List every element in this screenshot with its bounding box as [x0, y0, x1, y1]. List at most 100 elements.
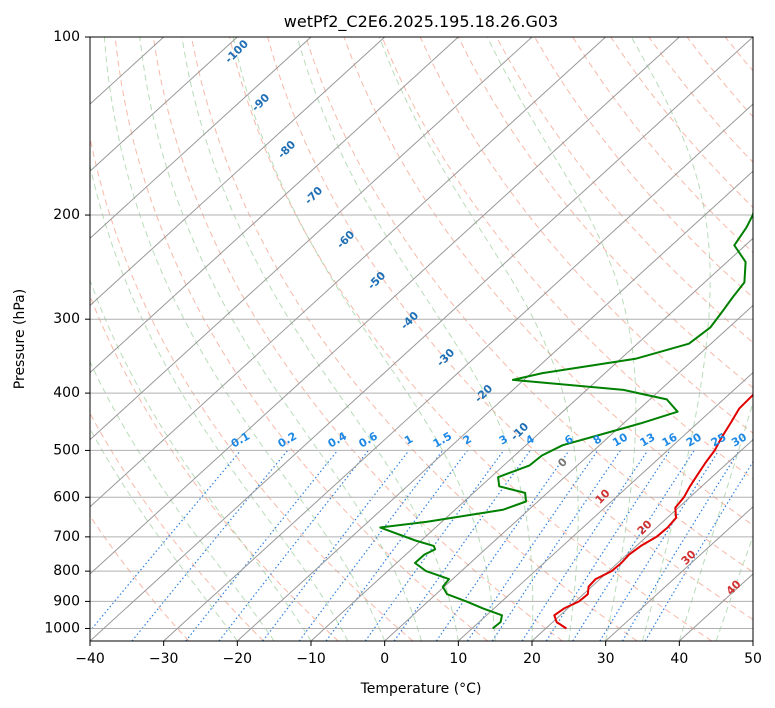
x-tick-label: 10: [449, 651, 467, 667]
mixing-ratio-label: 0.2: [276, 429, 299, 450]
x-tick-label: 20: [523, 651, 541, 667]
dry-adiabat-line: [90, 514, 190, 641]
mixing-ratio-label: 13: [638, 431, 658, 450]
isotherm-line: [90, 37, 312, 240]
isotherm-label: -100: [222, 37, 251, 66]
y-tick-label: 400: [53, 385, 80, 401]
isotherm-label: -70: [302, 184, 325, 207]
dry-adiabat-line: [267, 37, 753, 621]
mixing-ratio-label: 16: [660, 430, 680, 449]
mixing-ratio-line: [621, 450, 740, 641]
y-tick-label: 100: [53, 29, 80, 45]
isotherm-line: [752, 640, 753, 641]
isotherm-label: -30: [434, 346, 457, 369]
dry-adiabat-line: [419, 37, 753, 434]
temperature-line: [553, 393, 753, 630]
plot-frame: [89, 36, 754, 642]
x-tick-label: −40: [75, 651, 105, 667]
moist-adiabat-line: [296, 37, 534, 641]
dry-adiabat-line: [152, 37, 563, 641]
mixing-ratio-line: [90, 450, 242, 633]
mixing-ratio-label: 36: [750, 430, 770, 449]
moist-adiabat-line: [90, 360, 275, 641]
mixing-ratio-label: 1.5: [431, 429, 454, 450]
moist-adiabat-line: [378, 37, 579, 641]
mixing-ratio-line: [298, 450, 444, 641]
moist-adiabat-line: [90, 427, 238, 641]
mixing-ratio-label: 2: [461, 432, 474, 447]
isotherm-label: -80: [275, 138, 298, 161]
mixing-ratio-line: [644, 460, 753, 641]
x-tick-label: −10: [296, 651, 326, 667]
dry-adiabat-line: [305, 37, 753, 573]
isotherm-line: [605, 506, 753, 641]
isotherm-line: [531, 438, 753, 641]
y-tick-label: 1000: [44, 620, 80, 636]
line-labels: -100-90-80-70-60-50-40-30-20-10010203040…: [222, 37, 770, 598]
dry-adiabat-line: [457, 37, 753, 389]
y-tick-label: 500: [53, 442, 80, 458]
mixing-ratio-line: [467, 450, 599, 641]
moist-adiabat-line: [139, 37, 422, 641]
dry-adiabat-label: 40: [724, 577, 744, 597]
mixing-ratio-line: [131, 450, 289, 641]
isotherm-label: 0: [555, 455, 570, 470]
isotherm-line: [90, 37, 386, 307]
y-tick-label: 300: [53, 311, 80, 327]
mixing-ratio-line: [545, 450, 671, 641]
dry-adiabat-label: 30: [679, 547, 699, 567]
dry-adiabat-line: [114, 37, 488, 641]
moist-adiabat-line: [678, 400, 753, 641]
isotherm-label: -50: [365, 269, 388, 292]
mixing-ratio-line: [599, 450, 720, 641]
y-tick-label: 800: [53, 563, 80, 579]
moist-adiabat-line: [103, 37, 386, 641]
isotherm-line: [457, 371, 753, 641]
pressure-gridlines: [90, 37, 753, 629]
moist-adiabat-line: [630, 37, 711, 641]
isotherm-label: -20: [472, 382, 495, 405]
x-axis: −40 −30 −20 −10 0 10 20 30 40 50: [75, 641, 762, 667]
x-tick-label: −30: [149, 651, 179, 667]
moist-adiabat-line: [486, 37, 637, 641]
mixing-ratio-line: [325, 450, 468, 641]
moist-adiabat-line: [90, 163, 349, 641]
dry-adiabat-line: [90, 294, 339, 641]
dry-adiabat-line: [90, 412, 264, 641]
x-tick-label: 0: [380, 651, 389, 667]
x-tick-label: 30: [597, 651, 615, 667]
y-axis: 1000 900 800 700 600 500 400 300 200 100: [44, 29, 90, 636]
moist-adiabat-line: [90, 279, 312, 641]
isotherm-line: [90, 37, 607, 508]
mixing-ratio-line: [435, 450, 570, 641]
mixing-ratio-label: 25: [709, 431, 729, 450]
mixing-ratio-line: [572, 450, 695, 641]
isotherm-line: [384, 304, 753, 641]
plot-area: -100-90-80-70-60-50-40-30-20-10010203040…: [90, 37, 775, 641]
dry-adiabat-line: [763, 37, 775, 641]
isotherm-line: [163, 103, 753, 641]
x-tick-label: −20: [223, 651, 253, 667]
isotherm-label: -40: [398, 309, 421, 332]
dry-adiabat-line: [343, 37, 753, 526]
mixing-ratio-line: [185, 450, 339, 641]
isotherms: [90, 37, 753, 641]
mixing-ratio-label: 30: [729, 430, 749, 449]
y-tick-label: 700: [53, 529, 80, 545]
dry-adiabat-line: [724, 37, 753, 72]
mixing-ratio-line: [262, 450, 410, 641]
x-axis-title: Temperature (°C): [360, 681, 482, 697]
y-tick-label: 200: [53, 207, 80, 223]
isotherm-line: [90, 37, 680, 575]
isotherm-line: [90, 37, 753, 641]
dry-adiabat-line: [648, 37, 753, 163]
mixing-ratio-lines: [90, 450, 753, 641]
isotherm-line: [90, 37, 459, 374]
mixing-ratio-label: 1: [402, 432, 415, 447]
dry-adiabat-line: [534, 37, 753, 299]
mixing-ratio-label: 0.4: [326, 429, 350, 450]
dry-adiabat-line: [190, 37, 638, 641]
y-tick-label: 900: [53, 593, 80, 609]
dry-adiabat-line: [90, 134, 414, 641]
